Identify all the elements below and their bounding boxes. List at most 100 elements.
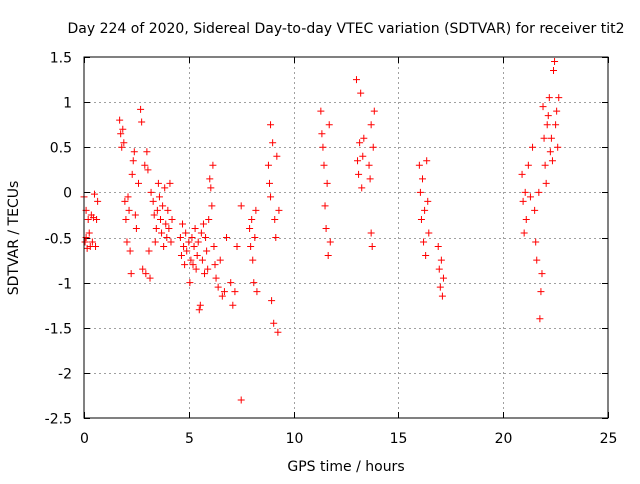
data-point: [150, 211, 158, 219]
data-point: [519, 197, 527, 205]
data-point: [155, 193, 163, 201]
data-point: [368, 243, 376, 251]
plot-frame: [83, 56, 609, 419]
data-point: [438, 292, 446, 300]
data-point: [531, 206, 539, 214]
data-point: [144, 166, 152, 174]
data-point: [147, 188, 155, 196]
data-point: [157, 215, 165, 223]
data-point: [123, 238, 131, 246]
data-point: [369, 143, 377, 151]
data-point: [539, 103, 547, 111]
data-point: [434, 243, 442, 251]
y-tick-label: 0.5: [50, 141, 72, 157]
x-tick-label: 10: [286, 431, 304, 447]
data-point: [92, 243, 100, 251]
data-point: [250, 279, 258, 287]
data-point: [166, 179, 174, 187]
data-point: [370, 107, 378, 115]
data-point: [367, 121, 375, 129]
data-point: [132, 224, 140, 232]
chart-title: Day 224 of 2020, Sidereal Day-to-day VTE…: [68, 21, 625, 37]
data-point: [179, 220, 187, 228]
data-point: [421, 206, 429, 214]
data-point: [352, 76, 360, 84]
data-point: [223, 234, 231, 241]
data-point: [202, 234, 210, 241]
data-point: [273, 152, 281, 160]
data-point: [227, 279, 235, 287]
data-point: [192, 265, 200, 273]
data-point: [209, 161, 217, 169]
data-point: [212, 274, 220, 282]
data-point: [358, 184, 366, 192]
data-point: [125, 206, 133, 214]
data-point: [318, 130, 326, 138]
x-tick-label: 5: [185, 431, 194, 447]
x-tick-labels: 0 5 10 15 20 25: [80, 431, 617, 447]
data-point: [275, 206, 283, 214]
data-point: [540, 134, 548, 142]
data-point: [138, 118, 146, 126]
data-point: [204, 265, 212, 273]
data-point: [267, 121, 275, 129]
data-point: [149, 197, 157, 205]
data-point: [360, 134, 368, 142]
data-point: [181, 261, 189, 269]
data-point: [536, 315, 544, 323]
y-tick-label: -1.5: [45, 322, 72, 338]
data-point: [355, 170, 363, 178]
data-point: [435, 265, 443, 273]
data-point: [145, 247, 153, 255]
data-point: [199, 220, 207, 228]
data-point: [191, 224, 199, 232]
data-point: [177, 252, 185, 260]
data-point: [325, 121, 333, 129]
data-point: [124, 193, 132, 201]
y-tick-label: 0: [63, 186, 72, 202]
data-point: [535, 188, 543, 196]
data-point: [366, 175, 374, 183]
y-axis-label: SDTVAR / TECUs: [6, 181, 22, 296]
data-point: [423, 157, 431, 165]
data-point: [246, 224, 254, 232]
data-point: [180, 243, 188, 251]
data-point: [268, 297, 276, 305]
y-tick-label: 1.5: [50, 51, 72, 67]
data-point: [237, 396, 245, 404]
data-point: [425, 229, 433, 237]
data-point: [151, 238, 159, 246]
data-point: [545, 94, 553, 102]
data-point: [323, 179, 331, 187]
data-point: [424, 197, 432, 205]
data-point: [365, 161, 373, 169]
data-points: [80, 58, 563, 404]
data-point: [197, 229, 205, 237]
data-point: [319, 143, 327, 151]
data-point: [142, 270, 150, 278]
data-point: [367, 229, 375, 237]
data-point: [231, 288, 239, 296]
x-tick-label: 15: [390, 431, 408, 447]
data-point: [203, 247, 211, 255]
data-point: [551, 58, 559, 66]
y-tick-label: -1: [58, 277, 72, 293]
data-point: [117, 130, 125, 138]
data-point: [189, 261, 197, 269]
data-point: [436, 283, 444, 291]
data-point: [176, 234, 184, 241]
data-point: [88, 238, 96, 246]
data-point: [272, 234, 280, 241]
data-point: [190, 243, 198, 251]
data-point: [93, 215, 101, 223]
data-point: [274, 328, 282, 336]
data-point: [152, 224, 160, 232]
data-point: [555, 94, 563, 102]
data-point: [532, 238, 540, 246]
data-point: [218, 292, 226, 300]
data-point: [165, 224, 173, 232]
data-point: [186, 279, 194, 287]
data-point: [162, 220, 170, 228]
